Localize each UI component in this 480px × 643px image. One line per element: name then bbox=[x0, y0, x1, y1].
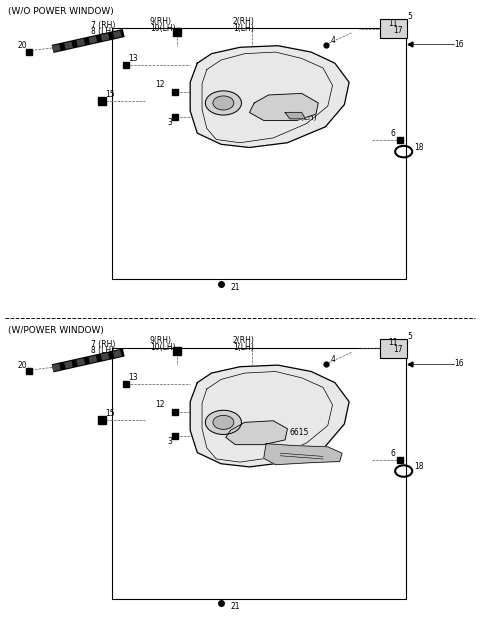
Text: 17: 17 bbox=[393, 26, 402, 35]
Text: 20: 20 bbox=[17, 361, 26, 370]
Text: 5: 5 bbox=[407, 332, 412, 341]
Text: 18: 18 bbox=[414, 462, 424, 471]
Circle shape bbox=[213, 96, 234, 110]
Text: 10(LH): 10(LH) bbox=[150, 343, 176, 352]
Text: 15: 15 bbox=[105, 90, 114, 99]
Polygon shape bbox=[285, 113, 305, 119]
Text: 2(RH): 2(RH) bbox=[233, 17, 255, 26]
FancyBboxPatch shape bbox=[381, 339, 407, 358]
Polygon shape bbox=[250, 93, 318, 120]
Text: 12: 12 bbox=[156, 80, 165, 89]
Text: 16: 16 bbox=[455, 40, 464, 49]
FancyBboxPatch shape bbox=[381, 19, 407, 39]
Text: 16: 16 bbox=[455, 359, 464, 368]
Text: 15: 15 bbox=[105, 410, 114, 419]
Text: 1(LH): 1(LH) bbox=[233, 24, 253, 33]
Text: 12: 12 bbox=[156, 400, 165, 409]
Polygon shape bbox=[190, 365, 349, 467]
Text: 3: 3 bbox=[167, 437, 172, 446]
Text: 13: 13 bbox=[129, 374, 138, 383]
Bar bbox=[112, 28, 406, 280]
Text: 4: 4 bbox=[331, 36, 336, 45]
Polygon shape bbox=[190, 46, 349, 147]
Text: 6615: 6615 bbox=[290, 428, 309, 437]
Circle shape bbox=[205, 410, 241, 435]
Text: 2(RH): 2(RH) bbox=[233, 336, 255, 345]
Text: 21: 21 bbox=[230, 282, 240, 291]
Text: 9(RH): 9(RH) bbox=[150, 336, 172, 345]
Text: (W/POWER WINDOW): (W/POWER WINDOW) bbox=[8, 326, 103, 335]
Bar bbox=[112, 348, 406, 599]
Text: 14(RH): 14(RH) bbox=[291, 105, 318, 114]
Text: 19(LH): 19(LH) bbox=[291, 113, 317, 122]
Text: 18: 18 bbox=[414, 143, 424, 152]
Text: 10(LH): 10(LH) bbox=[150, 24, 176, 33]
Text: 7 (RH): 7 (RH) bbox=[91, 21, 115, 30]
Text: 21: 21 bbox=[230, 602, 240, 611]
Text: 13: 13 bbox=[129, 54, 138, 63]
Text: 7 (RH): 7 (RH) bbox=[91, 340, 115, 349]
Text: 3: 3 bbox=[167, 118, 172, 127]
Text: 8 (LH): 8 (LH) bbox=[91, 27, 114, 36]
Text: 11: 11 bbox=[388, 338, 397, 347]
Text: 4: 4 bbox=[331, 355, 336, 364]
Text: (W/O POWER WINDOW): (W/O POWER WINDOW) bbox=[8, 6, 113, 15]
Text: 17: 17 bbox=[393, 345, 402, 354]
Text: 6: 6 bbox=[391, 449, 396, 458]
Circle shape bbox=[213, 415, 234, 430]
Text: 5: 5 bbox=[407, 12, 412, 21]
Text: 8 (LH): 8 (LH) bbox=[91, 347, 114, 356]
Text: 9(RH): 9(RH) bbox=[150, 17, 172, 26]
Polygon shape bbox=[226, 421, 288, 445]
Text: 6: 6 bbox=[391, 129, 396, 138]
Text: 11: 11 bbox=[388, 19, 397, 28]
Text: 1(LH): 1(LH) bbox=[233, 343, 253, 352]
Circle shape bbox=[205, 91, 241, 115]
Text: 20: 20 bbox=[17, 41, 26, 50]
Polygon shape bbox=[264, 444, 342, 465]
